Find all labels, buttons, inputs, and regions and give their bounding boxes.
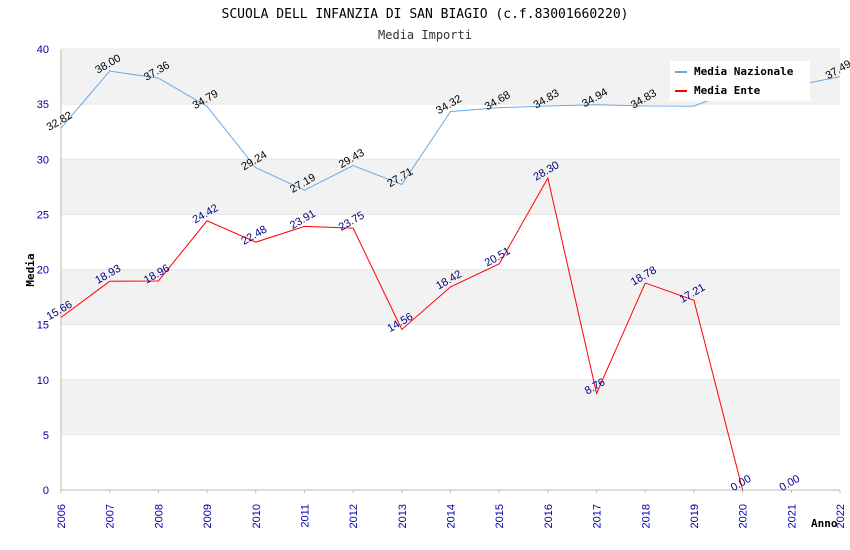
grid-band [61, 269, 840, 325]
legend-label-nazionale: Media Nazionale [694, 65, 794, 78]
x-tick-label: 2018 [640, 504, 652, 528]
y-tick-label: 15 [37, 320, 49, 332]
data-label-ente: 0.00 [778, 473, 803, 494]
grid-bands [61, 48, 840, 491]
y-tick-label: 10 [37, 375, 49, 387]
data-label-ente: 0.00 [729, 473, 754, 494]
x-tick-label: 2016 [543, 504, 555, 528]
x-tick-label: 2006 [56, 504, 68, 528]
y-axis-title: Media [24, 253, 37, 286]
y-tick-label: 25 [37, 209, 49, 221]
data-label-ente: 22.48 [239, 223, 269, 247]
series-line-ente [60, 176, 744, 491]
y-tick-label: 35 [37, 99, 49, 111]
x-tick-label: 2020 [738, 504, 750, 528]
x-tick-label: 2007 [105, 504, 117, 528]
y-tick-label: 0 [43, 485, 49, 497]
y-tick-label: 30 [37, 154, 49, 166]
grid-band [61, 159, 840, 215]
x-axis-ticks: 2006 2007 2008 2009 2010 2011 2012 2013 2014 2015… [56, 490, 847, 528]
x-tick-label: 2021 [786, 504, 798, 528]
x-tick-label: 2014 [446, 504, 458, 528]
x-tick-label: 2013 [397, 504, 409, 528]
x-tick-label: 2015 [494, 504, 506, 528]
x-tick-label: 2011 [299, 504, 311, 528]
chart-subtitle: Media Importi [378, 28, 472, 42]
x-tick-label: 2017 [592, 504, 604, 528]
x-tick-label: 2019 [689, 504, 701, 528]
x-tick-label: 2009 [202, 504, 214, 528]
legend: Media Nazionale Media Ente [670, 61, 810, 101]
grid-band [61, 379, 840, 435]
x-tick-label: 2008 [153, 504, 165, 528]
x-axis-title: Anno [811, 517, 838, 530]
y-tick-label: 40 [37, 44, 49, 56]
y-tick-label: 20 [37, 265, 49, 277]
x-tick-label: 2010 [251, 504, 263, 528]
chart-title: SCUOLA DELL INFANZIA DI SAN BIAGIO (c.f.… [222, 7, 629, 22]
legend-label-ente: Media Ente [694, 84, 761, 97]
data-label-ente: 20.51 [483, 245, 513, 269]
x-tick-label: 2022 [835, 504, 847, 528]
y-tick-label: 5 [43, 430, 49, 442]
data-label-nazionale: 32.82 [45, 109, 75, 133]
legend-box [670, 61, 810, 101]
y-axis-ticks: 0 5 10 15 20 25 30 35 40 [37, 44, 49, 497]
x-tick-label: 2012 [348, 504, 360, 528]
